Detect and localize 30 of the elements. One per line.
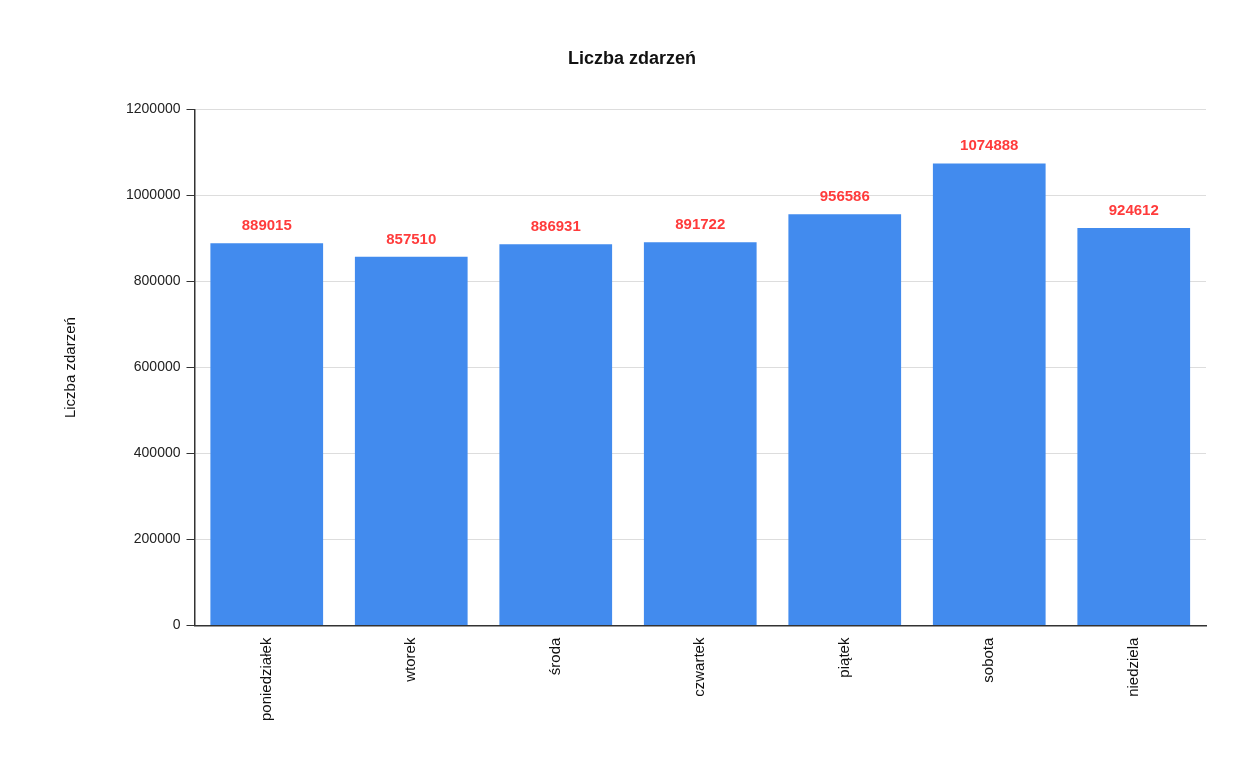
y-tick-label: 1200000 (125, 100, 181, 117)
bar (788, 214, 902, 626)
data-label: 886931 (530, 216, 581, 234)
y-tick-label: 0 (172, 616, 181, 633)
data-label: 1074888 (960, 136, 1019, 154)
x-tick-label: środa (545, 636, 563, 676)
bar (499, 244, 613, 626)
data-label: 924612 (1108, 200, 1159, 218)
bar (210, 243, 324, 626)
bar (354, 256, 468, 626)
bar (1077, 228, 1191, 626)
x-tick-label: poniedziałek (256, 637, 274, 722)
y-axis-title: Liczba zdarzeń (61, 317, 79, 419)
x-tick-label: wtorek (401, 637, 419, 683)
y-tick-label: 200000 (133, 530, 181, 547)
y-tick-label: 1000000 (125, 186, 181, 203)
x-tick-label: sobota (979, 636, 997, 683)
data-label: 889015 (241, 215, 292, 233)
x-tick-label: piątek (834, 637, 852, 678)
chart-title: Liczba zdarzeń (567, 47, 697, 68)
y-tick-label: 400000 (133, 444, 181, 461)
y-tick-label: 600000 (133, 358, 181, 375)
bar (643, 242, 757, 626)
data-label: 891722 (675, 214, 726, 232)
data-label: 857510 (386, 229, 437, 247)
x-tick-label: czwartek (690, 637, 708, 697)
x-tick-label: niedziela (1123, 636, 1141, 697)
y-tick-label: 800000 (133, 272, 181, 289)
data-label: 956586 (819, 186, 870, 204)
bar (932, 163, 1046, 626)
